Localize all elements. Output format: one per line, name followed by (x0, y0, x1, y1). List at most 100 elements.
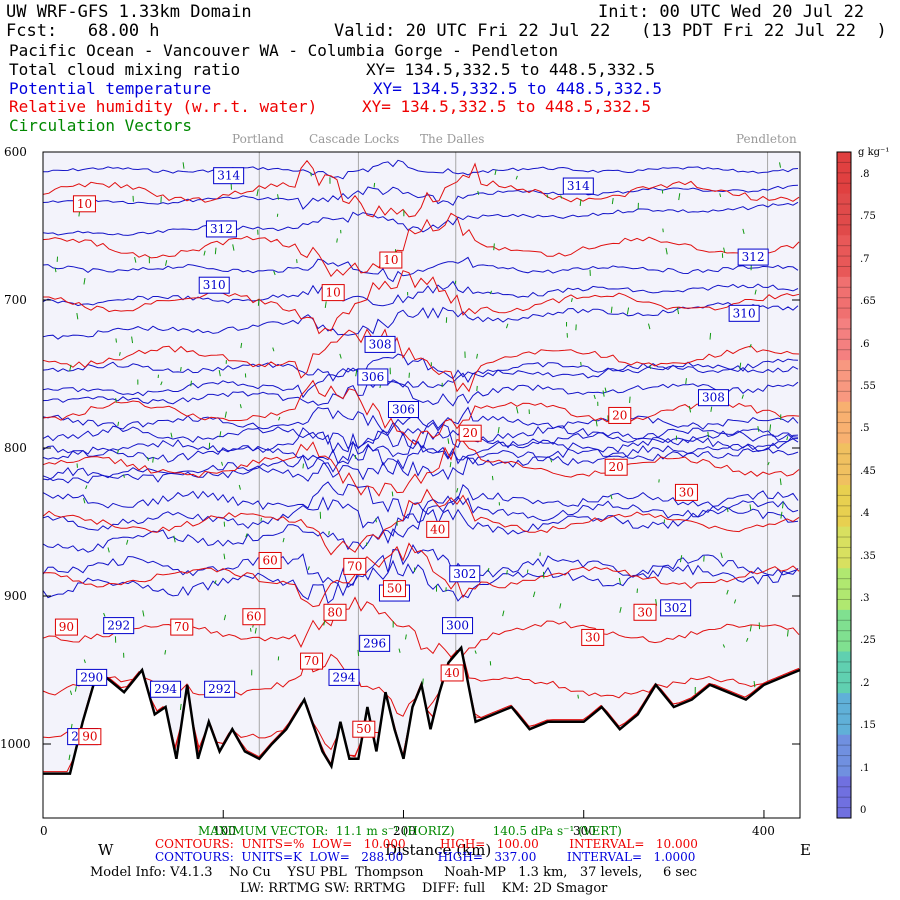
circulation-vector (203, 250, 206, 256)
circulation-vector (757, 426, 760, 432)
circulation-vector (152, 456, 154, 463)
x-axis-label: Distance (km) (385, 841, 492, 859)
x-tick-label: 300 (573, 824, 596, 838)
rh-contour-info: CONTOURS: UNITS=% LOW= 10.000 HIGH= 100.… (155, 837, 698, 851)
circulation-vector (493, 243, 495, 251)
circulation-vector (134, 256, 137, 263)
region-title: Pacific Ocean - Vancouver WA - Columbia … (9, 41, 559, 60)
circulation-vector (214, 247, 217, 255)
circulation-vector (245, 533, 248, 538)
colorbar-label: .6 (860, 338, 870, 350)
rh-label-box (440, 664, 464, 682)
colorbar-label: .8 (860, 169, 870, 180)
circulation-vector (117, 449, 120, 454)
rh-label-box (426, 520, 450, 538)
circulation-vector (324, 301, 327, 309)
circulation-vector (83, 659, 86, 664)
theta-label-box (328, 668, 360, 686)
rh-label-box (323, 603, 347, 621)
rh-label: 40 (444, 666, 459, 680)
field-theta-name: Potential temperature (9, 79, 212, 98)
circulation-vector (749, 625, 752, 632)
circulation-vector (190, 380, 192, 387)
colorbar-segment (837, 693, 851, 736)
physics-info: LW: RRTMG SW: RRTMG DIFF: full KM: 2D Sm… (240, 881, 608, 896)
theta-label-box (364, 335, 396, 353)
circulation-vector (180, 366, 182, 372)
rh-label-box (458, 424, 482, 442)
theta-label: 312 (742, 250, 765, 264)
x-tick-label: 400 (752, 824, 775, 838)
colorbar-label: .5 (860, 423, 870, 435)
field-cloud-xy: XY= 134.5,332.5 to 448.5,332.5 (366, 60, 655, 79)
rh-label-box (608, 406, 632, 424)
circulation-vector (769, 424, 772, 432)
circulation-vector (610, 494, 613, 500)
rh-label-box (382, 580, 406, 598)
isentrope-line (42, 378, 799, 407)
colorbar-label: .7 (860, 253, 870, 265)
theta-label-box (737, 248, 769, 266)
circulation-vector (629, 396, 631, 403)
circulation-vector (355, 369, 358, 377)
circulation-vector (593, 394, 596, 400)
circulation-vector (506, 570, 508, 575)
circulation-vector (223, 553, 226, 560)
circulation-vector (487, 567, 490, 572)
circulation-vector (497, 426, 500, 434)
rh-label: 20 (609, 460, 624, 474)
theta-label-box (198, 276, 230, 294)
circulation-vector (595, 419, 598, 427)
colorbar-segment (837, 443, 851, 486)
isentrope-line (42, 481, 799, 519)
theta-contour-info: CONTOURS: UNITS=K LOW= 288.00 HIGH= 337.… (155, 850, 696, 864)
circulation-vector (604, 387, 607, 393)
rh-label: 60 (262, 553, 277, 567)
circulation-vector (679, 555, 683, 563)
circulation-vector (532, 591, 536, 598)
rh-label: 10 (383, 253, 398, 267)
circulation-vector (767, 461, 770, 466)
colorbar-label: .75 (860, 211, 876, 223)
colorbar-segment (837, 193, 851, 236)
circulation-vector (709, 332, 712, 340)
theta-label: 300 (446, 619, 469, 633)
circulation-vector (296, 259, 298, 264)
circulation-vector (649, 365, 652, 369)
colorbar-label: .55 (860, 381, 876, 392)
circulation-vector (779, 162, 782, 168)
circulation-vector (68, 754, 71, 761)
isentrope-line (42, 430, 799, 470)
circulation-vector (103, 612, 106, 617)
circulation-vector (142, 610, 145, 617)
colorbar-label: .25 (860, 635, 876, 647)
circulation-vector (477, 190, 480, 195)
theta-label: 292 (208, 682, 231, 696)
theta-label: 310 (733, 306, 756, 320)
isentrope-line (42, 201, 799, 236)
circulation-vector (447, 438, 450, 444)
circulation-vector (754, 289, 757, 295)
theta-label: 314 (567, 179, 590, 193)
circulation-vector (221, 461, 224, 466)
rh-label: 30 (637, 605, 652, 619)
colorbar-unit: g kg⁻¹ (858, 147, 890, 158)
theta-label-box (213, 167, 245, 185)
circulation-vector (619, 607, 622, 613)
isentrope-line (42, 443, 799, 484)
colorbar-segment (837, 152, 851, 195)
y-tick-label: 1000 (0, 737, 31, 751)
circulation-vector (224, 411, 227, 418)
theta-label: 302 (453, 567, 476, 581)
circulation-vector (786, 436, 789, 441)
rh-label-box (581, 628, 605, 646)
circulation-vector (780, 511, 783, 519)
circulation-vector (546, 194, 549, 199)
circulation-vector (282, 537, 285, 543)
circulation-vector (218, 369, 221, 377)
circulation-vector (559, 603, 562, 609)
circulation-vector (526, 569, 529, 573)
circulation-vector (720, 552, 723, 559)
